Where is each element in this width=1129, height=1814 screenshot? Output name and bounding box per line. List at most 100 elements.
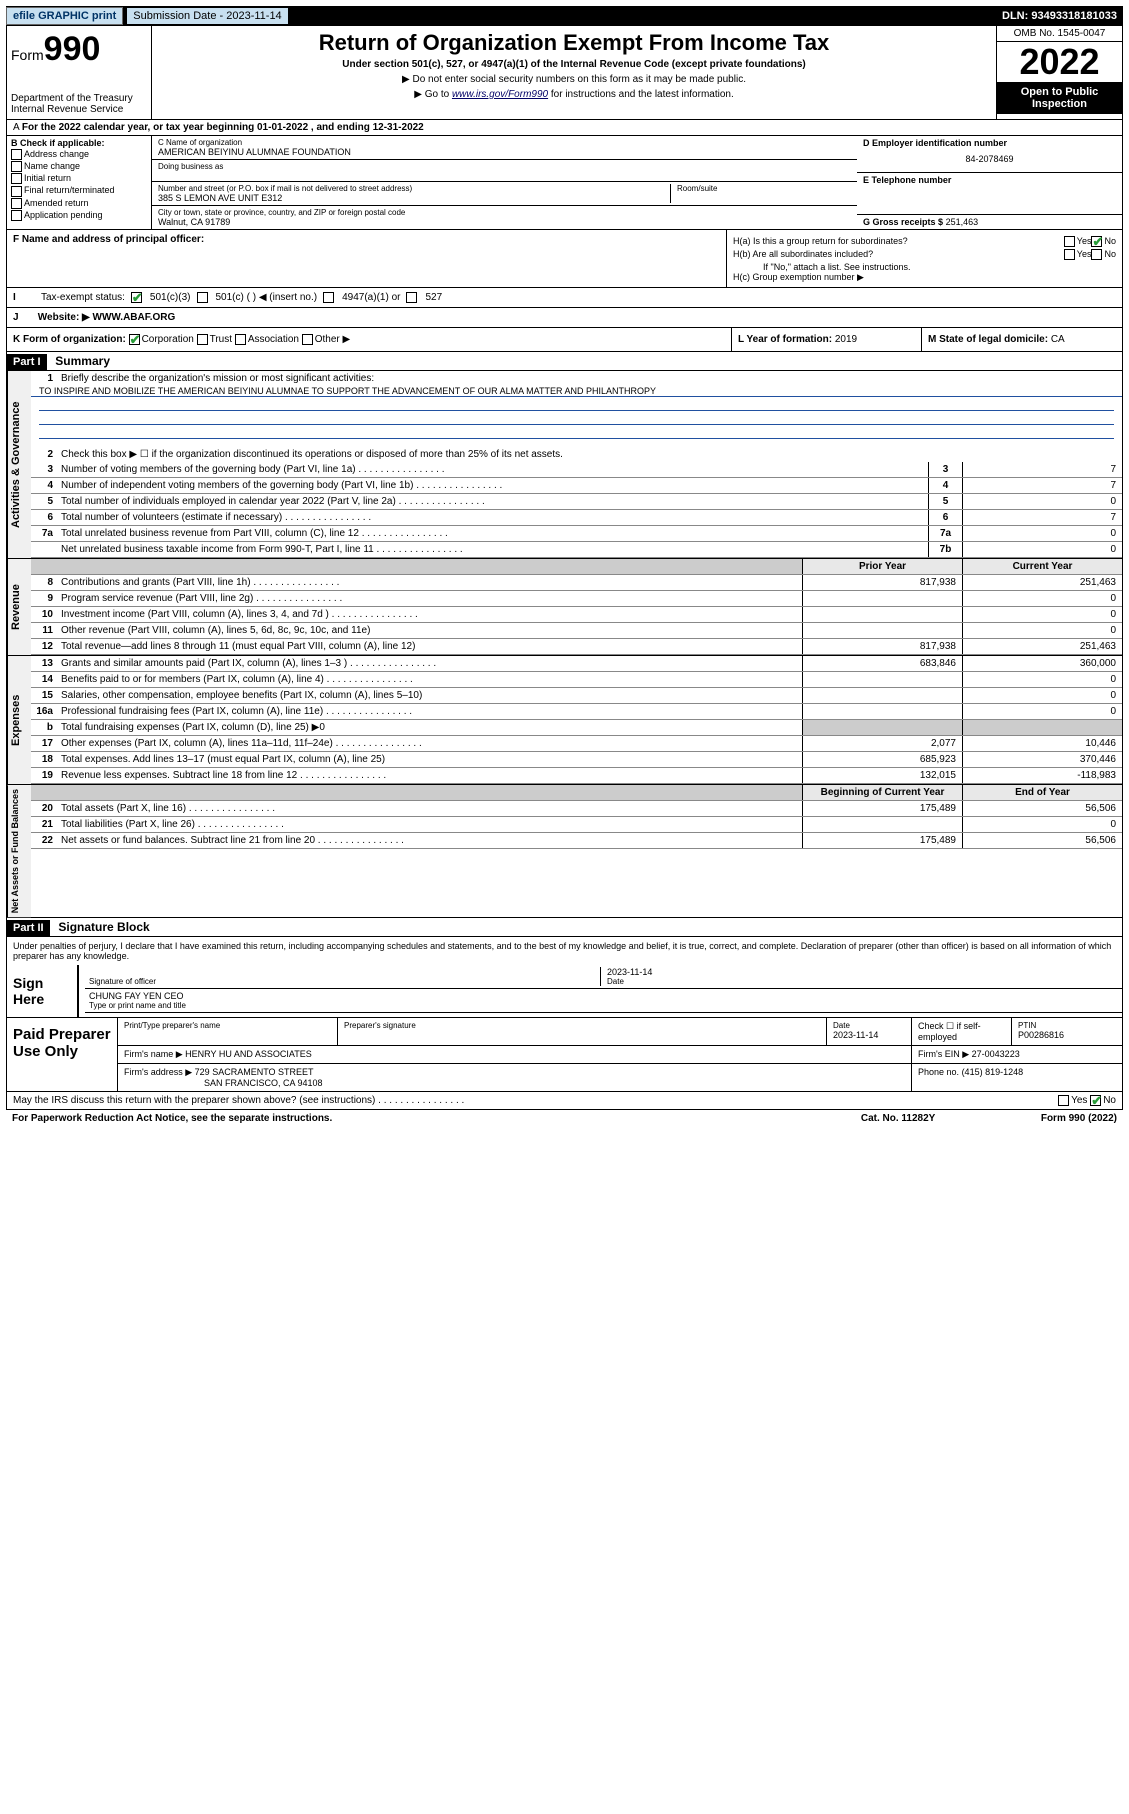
note-goto-suffix: for instructions and the latest informat… — [548, 89, 734, 100]
form-header: Form990 Department of the Treasury Inter… — [6, 26, 1123, 120]
r3-text: Number of voting members of the governin… — [57, 462, 928, 477]
sidebar-activities: Activities & Governance — [7, 371, 31, 558]
prep-date: 2023-11-14 — [833, 1030, 905, 1040]
form-title: Return of Organization Exempt From Incom… — [160, 30, 988, 56]
officer-name: CHUNG FAY YEN CEO — [89, 991, 1118, 1001]
hb-yes[interactable] — [1064, 249, 1075, 260]
hdr-prior: Prior Year — [802, 559, 962, 574]
firm-name: HENRY HU AND ASSOCIATES — [185, 1049, 312, 1059]
r11-curr: 0 — [962, 623, 1122, 638]
check-b-label: B Check if applicable: — [11, 138, 147, 148]
note-ssn: ▶ Do not enter social security numbers o… — [160, 74, 988, 85]
form-number: 990 — [44, 30, 101, 68]
d-label: D Employer identification number — [863, 138, 1116, 148]
r13-prior: 683,846 — [802, 656, 962, 671]
line-a: A For the 2022 calendar year, or tax yea… — [6, 120, 1123, 136]
discuss-q: May the IRS discuss this return with the… — [13, 1095, 1058, 1106]
ha-yes[interactable] — [1064, 236, 1075, 247]
open-public: Open to Public Inspection — [997, 82, 1122, 114]
firm-addr1: 729 SACRAMENTO STREET — [195, 1067, 314, 1077]
hb-label: H(b) Are all subordinates included? — [733, 249, 1064, 260]
r20-curr: 56,506 — [962, 801, 1122, 816]
cb-4947[interactable] — [323, 292, 334, 303]
r22-prior: 175,489 — [802, 833, 962, 848]
note-goto-prefix: ▶ Go to — [414, 89, 452, 100]
ha-no[interactable] — [1091, 236, 1102, 247]
r8-curr: 251,463 — [962, 575, 1122, 590]
r20-prior: 175,489 — [802, 801, 962, 816]
gross-receipts: 251,463 — [946, 217, 979, 227]
hb-no[interactable] — [1091, 249, 1102, 260]
cb-pending[interactable] — [11, 210, 22, 221]
sig-disclaimer: Under penalties of perjury, I declare th… — [7, 937, 1122, 965]
r14-curr: 0 — [962, 672, 1122, 687]
form-label: Form — [11, 47, 44, 63]
r18-curr: 370,446 — [962, 752, 1122, 767]
r5-val: 0 — [962, 494, 1122, 509]
r13-curr: 360,000 — [962, 656, 1122, 671]
r12-prior: 817,938 — [802, 639, 962, 654]
irs-gov-link[interactable]: www.irs.gov/Form990 — [452, 89, 548, 100]
m-value: CA — [1051, 334, 1065, 345]
cb-501c3[interactable] — [131, 292, 142, 303]
form-footer: Form 990 (2022) — [1041, 1113, 1117, 1124]
r8-prior: 817,938 — [802, 575, 962, 590]
topbar: efile GRAPHIC print Submission Date - 20… — [6, 6, 1123, 26]
cb-name[interactable] — [11, 161, 22, 172]
prep-check: Check ☐ if self-employed — [912, 1018, 1012, 1045]
org-name: AMERICAN BEIYINU ALUMNAE FOUNDATION — [158, 147, 851, 157]
cb-527[interactable] — [406, 292, 417, 303]
r4-text: Number of independent voting members of … — [57, 478, 928, 493]
k-label: K Form of organization: — [13, 334, 126, 345]
cb-trust[interactable] — [197, 334, 208, 345]
sidebar-revenue: Revenue — [7, 559, 31, 655]
r7a-text: Total unrelated business revenue from Pa… — [57, 526, 928, 541]
r2-text: Check this box ▶ ☐ if the organization d… — [57, 447, 1122, 462]
hdr-end: End of Year — [962, 785, 1122, 800]
paperwork-notice: For Paperwork Reduction Act Notice, see … — [12, 1113, 861, 1124]
l-value: 2019 — [835, 334, 857, 345]
hc-label: H(c) Group exemption number ▶ — [733, 272, 1116, 283]
submission-date: Submission Date - 2023-11-14 — [127, 8, 287, 24]
org-address: 385 S LEMON AVE UNIT E312 — [158, 193, 666, 203]
r17-prior: 2,077 — [802, 736, 962, 751]
sidebar-netassets: Net Assets or Fund Balances — [7, 785, 31, 917]
r15-curr: 0 — [962, 688, 1122, 703]
discuss-no[interactable] — [1090, 1095, 1101, 1106]
sign-here-label: Sign Here — [7, 965, 77, 1017]
e-label: E Telephone number — [863, 175, 1116, 185]
sig-date: 2023-11-14 — [607, 967, 1118, 977]
cb-corp[interactable] — [129, 334, 140, 345]
cb-final[interactable] — [11, 186, 22, 197]
dba-label: Doing business as — [158, 162, 851, 171]
r9-curr: 0 — [962, 591, 1122, 606]
r5-text: Total number of individuals employed in … — [57, 494, 928, 509]
r6-text: Total number of volunteers (estimate if … — [57, 510, 928, 525]
r17-curr: 10,446 — [962, 736, 1122, 751]
r3-val: 7 — [962, 462, 1122, 477]
cb-amended[interactable] — [11, 198, 22, 209]
cb-address[interactable] — [11, 149, 22, 160]
cb-other[interactable] — [302, 334, 313, 345]
room-label: Room/suite — [677, 184, 851, 193]
cb-initial[interactable] — [11, 173, 22, 184]
cb-assoc[interactable] — [235, 334, 246, 345]
r19-prior: 132,015 — [802, 768, 962, 783]
org-city: Walnut, CA 91789 — [158, 217, 851, 227]
r18-prior: 685,923 — [802, 752, 962, 767]
firm-ein: 27-0043223 — [972, 1049, 1020, 1059]
discuss-yes[interactable] — [1058, 1095, 1069, 1106]
r16a-curr: 0 — [962, 704, 1122, 719]
dln-label: DLN: 93493318181033 — [1002, 10, 1123, 22]
hdr-curr: Current Year — [962, 559, 1122, 574]
ein-value: 84-2078469 — [863, 148, 1116, 170]
efile-link[interactable]: efile GRAPHIC print — [6, 7, 123, 25]
r6-val: 7 — [962, 510, 1122, 525]
r21-curr: 0 — [962, 817, 1122, 832]
part1-hdr: Part I — [7, 354, 47, 370]
cb-501c[interactable] — [197, 292, 208, 303]
part1-title: Summary — [49, 352, 116, 370]
mission-text: TO INSPIRE AND MOBILIZE THE AMERICAN BEI… — [31, 386, 1122, 397]
city-label: City or town, state or province, country… — [158, 208, 851, 217]
r7b-val: 0 — [962, 542, 1122, 557]
